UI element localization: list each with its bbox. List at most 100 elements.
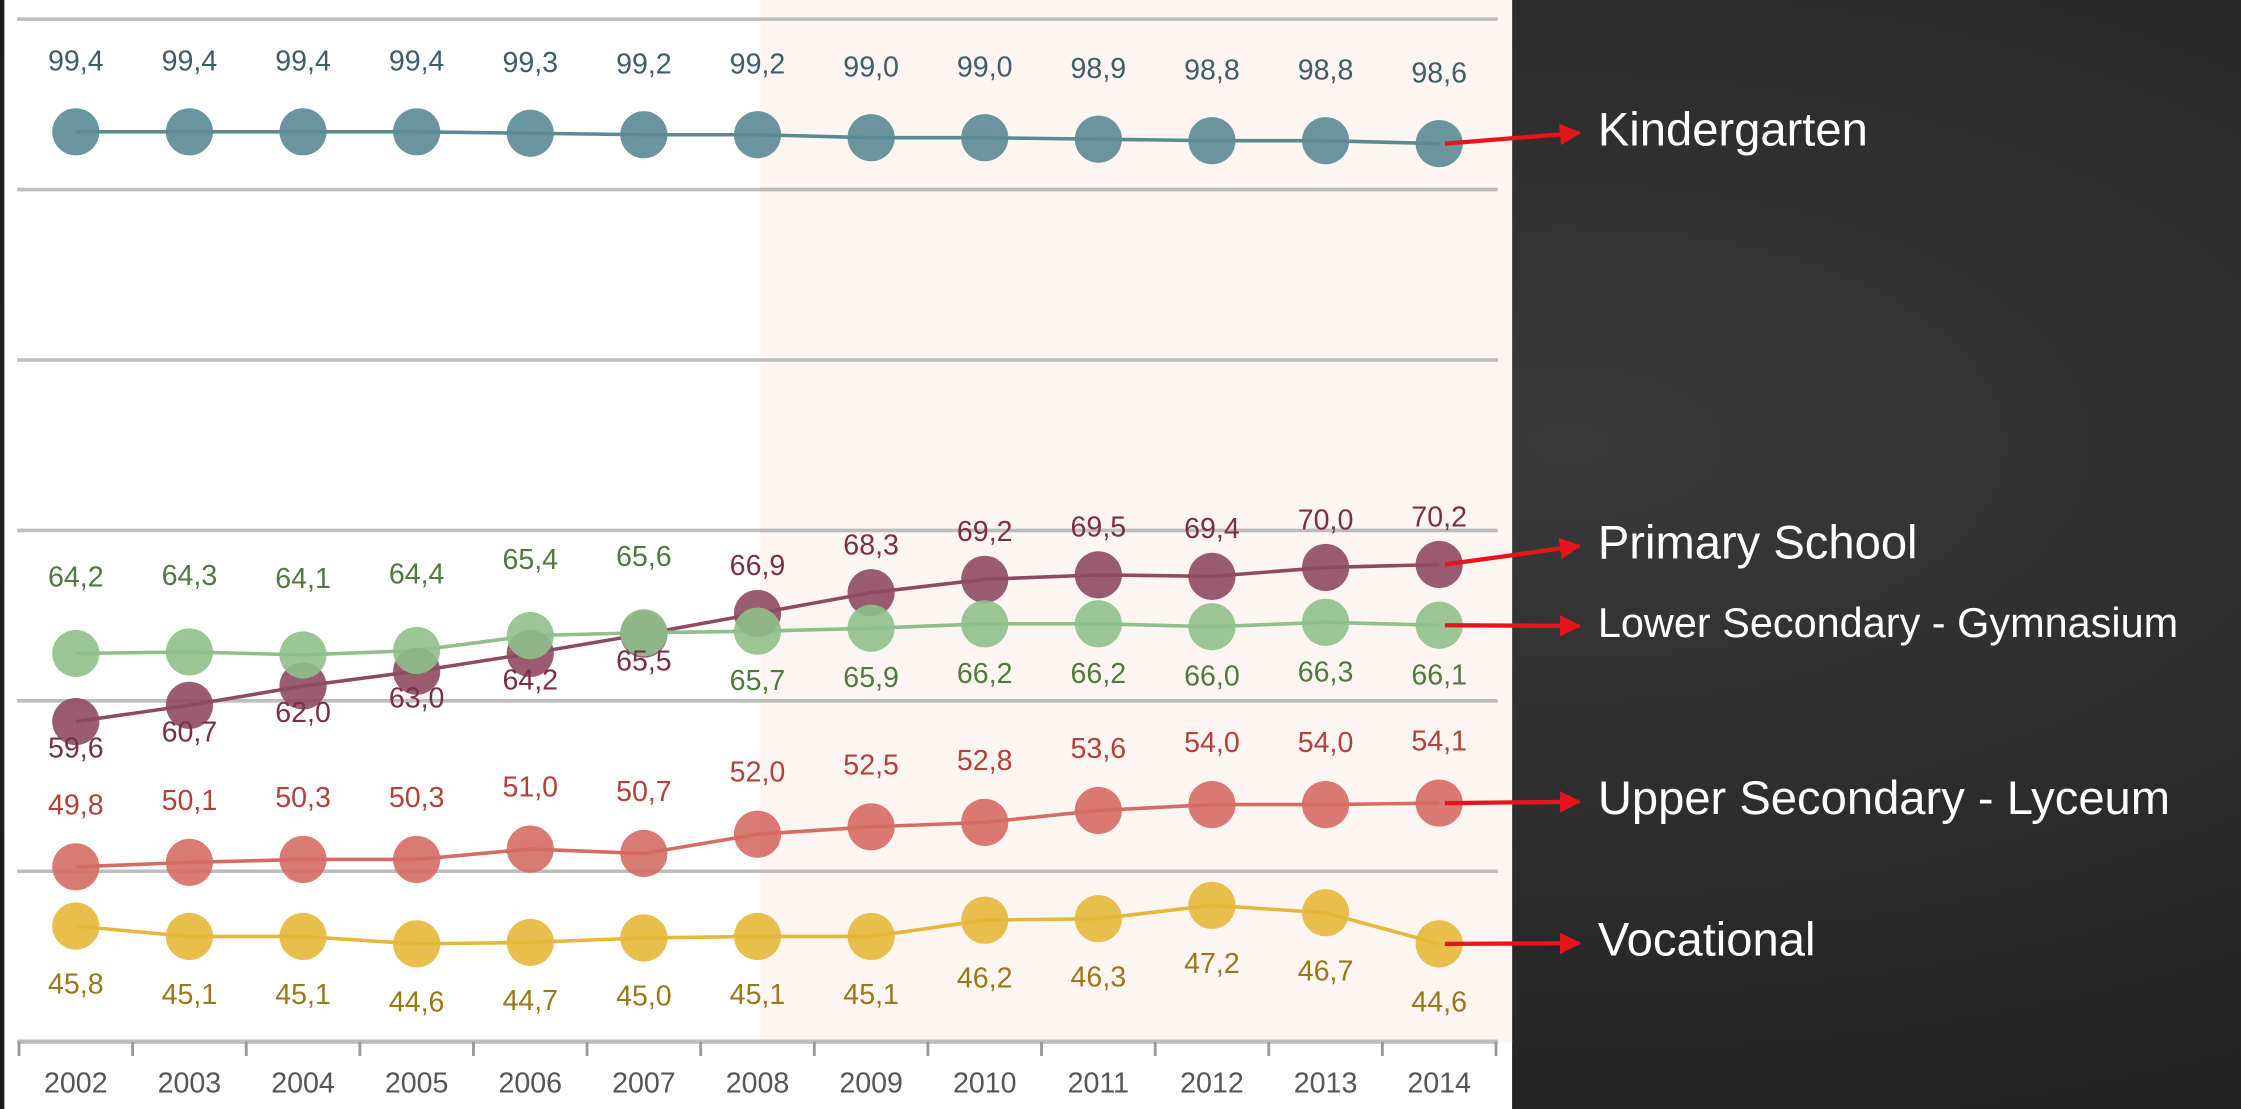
legend-arrow [1444,615,1582,637]
marker [1074,115,1122,163]
data-label: 65,5 [616,645,672,677]
data-label: 66,0 [1184,661,1240,693]
data-label: 46,7 [1298,955,1354,987]
data-label: 54,0 [1184,727,1240,759]
marker [1415,601,1463,649]
data-label: 99,0 [957,52,1013,84]
data-label: 50,3 [389,782,445,814]
marker [733,810,782,858]
marker [620,914,668,962]
marker [1415,920,1463,968]
data-label: 64,3 [162,560,218,592]
marker [1188,780,1236,829]
marker [52,629,100,678]
data-label: 65,7 [730,665,786,697]
data-label: 70,0 [1298,504,1354,536]
marker [1188,603,1236,651]
data-label: 62,0 [275,697,331,729]
data-label: 98,8 [1184,55,1240,87]
data-label: 45,1 [730,979,786,1011]
data-label: 64,4 [389,559,445,591]
x-tick-label: 2004 [271,1067,335,1099]
marker [506,109,554,157]
marker [52,902,100,950]
marker [393,108,441,156]
marker [847,114,895,162]
data-label: 64,2 [48,562,104,594]
legend-label: Upper Secondary - Lyceum [1598,771,2170,824]
marker [1301,780,1350,829]
data-label: 63,0 [389,682,445,714]
marker [1074,895,1122,943]
data-label: 99,2 [730,49,786,81]
data-label: 45,1 [275,979,331,1011]
marker [961,600,1009,648]
legend-label: Kindergarten [1598,102,1868,155]
data-label: 66,3 [1298,656,1354,688]
marker [52,843,100,891]
data-label: 99,2 [616,49,672,81]
marker [961,555,1009,603]
marker [1415,120,1463,168]
marker [847,912,895,961]
marker [620,609,668,657]
x-tick-label: 2005 [385,1067,449,1099]
legend-arrow [1444,123,1582,146]
marker [393,920,441,968]
marker [506,918,554,966]
data-label: 99,4 [275,46,331,78]
marker [1301,543,1350,592]
data-label: 70,2 [1411,501,1467,533]
marker [1074,551,1122,599]
data-label: 64,2 [502,665,558,697]
marker [506,612,554,660]
marker [165,108,214,156]
data-label: 50,3 [275,782,331,814]
data-label: 68,3 [843,529,899,561]
data-label: 65,6 [616,541,672,573]
marker [733,912,782,961]
x-tick-label: 2013 [1294,1067,1358,1099]
data-label: 50,7 [616,776,672,808]
data-label: 51,0 [502,772,558,804]
data-label: 99,4 [48,46,104,78]
data-label: 45,1 [162,979,218,1011]
x-tick-label: 2007 [612,1067,676,1099]
data-label: 60,7 [162,716,218,748]
marker [961,896,1009,944]
data-label: 66,1 [1411,659,1467,691]
x-tick-label: 2012 [1180,1067,1244,1099]
data-label: 46,3 [1071,961,1127,993]
legend-label: Lower Secondary - Gymnasium [1598,599,2178,646]
marker [165,681,214,729]
data-label: 44,6 [1411,986,1467,1018]
data-label: 69,5 [1071,512,1127,544]
data-label: 44,6 [389,986,445,1018]
marker [961,114,1009,162]
marker [279,631,327,679]
marker [52,108,100,156]
data-label: 99,0 [843,52,899,84]
marker [847,803,895,851]
marker [620,829,668,878]
marker [165,628,214,676]
legend-label: Vocational [1598,913,1816,966]
marker [1074,786,1122,835]
data-label: 54,0 [1298,727,1354,759]
data-label: 59,6 [48,733,104,765]
marker [961,798,1009,846]
legend-arrow [1444,537,1582,567]
data-label: 65,9 [843,662,899,694]
x-tick-label: 2003 [158,1067,222,1099]
marker [279,912,327,961]
marker [279,835,327,883]
marker [1188,117,1236,165]
data-label: 52,5 [843,749,899,781]
marker [847,569,895,617]
data-label: 49,8 [48,789,104,821]
data-label: 46,2 [957,963,1013,995]
data-label: 98,6 [1411,58,1467,90]
marker [1415,540,1463,589]
